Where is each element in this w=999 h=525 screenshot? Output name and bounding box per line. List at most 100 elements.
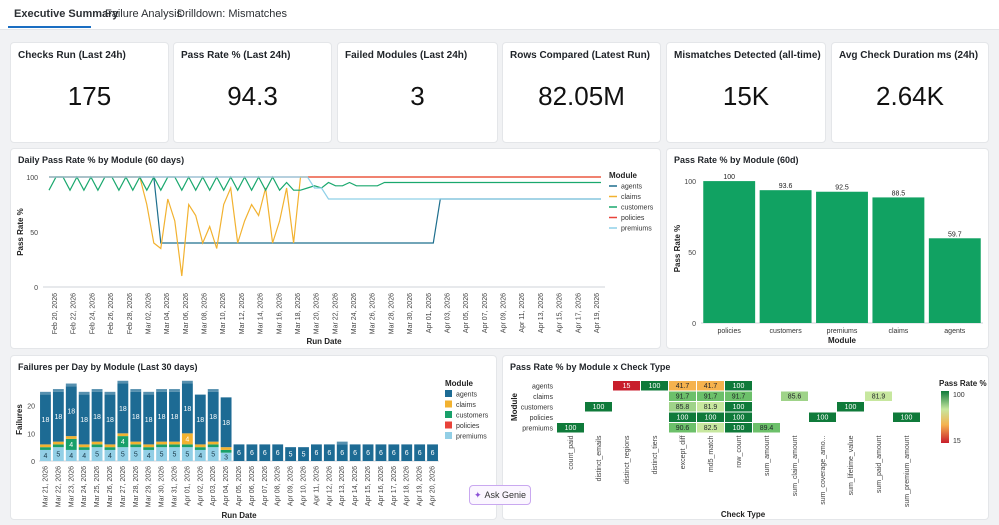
stack-segment-agents [65, 386, 77, 437]
x-tick-label: Apr 16, 2026 [378, 466, 385, 506]
x-tick-label: Apr 08, 2026 [275, 466, 282, 506]
row-label: agents [532, 384, 554, 391]
segment-label: 6 [263, 450, 267, 457]
legend-label-customers: customers [621, 205, 654, 212]
stack-segment-customers [40, 447, 51, 450]
stack-segment-cap [117, 380, 129, 384]
x-tick-label: Apr 05, 2026 [236, 466, 243, 506]
cell-label: 100 [733, 404, 745, 411]
tab-drilldown-mismatches[interactable]: Drilldown: Mismatches [177, 8, 288, 20]
segment-label: 18 [145, 417, 153, 424]
colorbar-tick: 15 [953, 438, 961, 445]
dashboard-tabs: Executive Summary Failure Analysis Drill… [0, 0, 999, 30]
stack-segment-agents [298, 447, 309, 461]
x-tick-label: Mar 08, 2026 [202, 293, 209, 334]
x-tick-label: Mar 25, 2026 [94, 466, 101, 507]
stack-segment-agents [156, 391, 167, 442]
x-tick-label: agents [944, 328, 966, 335]
x-tick-label: Mar 28, 2026 [133, 466, 140, 507]
segment-label: 4 [147, 453, 151, 460]
x-tick-label: sum_paid_amount [876, 435, 883, 493]
stack-segment-claims [169, 441, 180, 445]
cell-label: 85.6 [788, 394, 802, 401]
legend-swatch-policies [445, 421, 452, 429]
cell-label: 41.7 [704, 383, 718, 390]
sparkle-chat-icon: ✦ [473, 489, 482, 500]
x-tick-label: Apr 09, 2026 [288, 466, 295, 506]
y-axis-title: Pass Rate % [673, 225, 682, 273]
bar-policies [703, 181, 756, 323]
heatmap-cell [725, 423, 752, 433]
stack-segment-customers [52, 444, 64, 448]
stack-segment-agents [91, 391, 103, 442]
x-tick-label: Mar 24, 2026 [351, 293, 358, 334]
kpi-card-rows-compared: Rows Compared (Latest Run) 82.05M [502, 42, 661, 143]
cell-label: 82.5 [704, 425, 718, 432]
bar-agents [928, 238, 981, 323]
stack-segment-cap [78, 391, 90, 395]
stack-segment-claims [130, 441, 142, 445]
bar-value-label: 92.5 [835, 185, 849, 192]
x-tick-label: Apr 17, 2026 [575, 293, 582, 333]
x-tick-label: Mar 24, 2026 [81, 466, 88, 507]
cell-label: 89.4 [760, 425, 774, 432]
x-tick-label: Apr 17, 2026 [391, 466, 398, 506]
cell-label: 100 [845, 404, 857, 411]
bar-value-label: 93.6 [779, 183, 793, 190]
x-tick-label: customers [769, 328, 802, 335]
kpi-title: Mismatches Detected (all-time) [674, 50, 821, 61]
cell-label: 91.7 [704, 394, 718, 401]
x-tick-label: Apr 12, 2026 [326, 466, 333, 506]
segment-label: 5 [211, 452, 215, 459]
stack-segment-agents [259, 444, 271, 461]
series-line-agents [49, 176, 601, 244]
x-tick-label: sum_lifetime_value [848, 435, 855, 495]
stack-segment-agents [104, 394, 116, 445]
segment-label: 6 [314, 450, 318, 457]
segment-label: 5 [121, 452, 125, 459]
stack-segment-claims [156, 441, 167, 445]
heatmap-cell [669, 423, 696, 433]
segment-label: 5 [134, 452, 138, 459]
segment-label: 6 [431, 450, 435, 457]
x-tick-label: Mar 31, 2026 [171, 466, 178, 507]
x-tick-label: Apr 03, 2026 [210, 466, 217, 506]
segment-label: 5 [160, 452, 164, 459]
y-tick-label: 50 [688, 250, 696, 257]
line-chart: 0 50 100 Feb 20, 2026 Feb 22, 2026 Feb 24, 20… [16, 171, 654, 346]
x-tick-label: Mar 12, 2026 [239, 293, 246, 334]
x-tick-label: Apr 18, 2026 [404, 466, 411, 506]
cell-label: 100 [733, 425, 745, 432]
x-tick-label: Apr 20, 2026 [430, 466, 437, 506]
stack-segment-premiums [169, 447, 180, 461]
stack-segment-customers [91, 444, 103, 448]
ask-genie-button[interactable]: ✦ Ask Genie [469, 485, 531, 505]
row-label: customers [521, 405, 554, 412]
x-tick-label: Mar 30, 2026 [159, 466, 166, 507]
panel-title: Failures per Day by Module (Last 30 days… [18, 362, 198, 372]
legend-title: Module [445, 379, 474, 388]
x-tick-label: Apr 07, 2026 [262, 466, 269, 506]
heatmap-cell [697, 391, 724, 401]
stack-segment-agents [427, 444, 438, 461]
stack-segment-customers [104, 447, 116, 450]
y-tick-label: 20 [27, 404, 35, 411]
tab-failure-analysis[interactable]: Failure Analysis [105, 8, 183, 20]
bar-customers [759, 190, 812, 323]
kpi-title: Failed Modules (Last 24h) [345, 50, 468, 61]
x-tick-label: md5_match [708, 435, 715, 472]
stack-segment-customers [130, 444, 142, 448]
x-tick-label: Mar 26, 2026 [107, 466, 114, 507]
kpi-value: 15K [722, 81, 770, 111]
segment-label: 18 [93, 414, 101, 421]
segment-label: 5 [56, 452, 60, 459]
x-tick-label: premiums [827, 328, 858, 335]
stack-segment-claims [143, 444, 155, 448]
stack-segment-claims [78, 444, 90, 448]
x-tick-label: Apr 06, 2026 [249, 466, 256, 506]
stack-segment-customers [194, 447, 206, 450]
legend-label-premiums: premiums [456, 434, 487, 441]
x-tick-label: Apr 01, 2026 [184, 466, 191, 506]
x-tick-label: Mar 21, 2026 [42, 466, 49, 507]
tab-executive-summary[interactable]: Executive Summary [14, 8, 119, 20]
